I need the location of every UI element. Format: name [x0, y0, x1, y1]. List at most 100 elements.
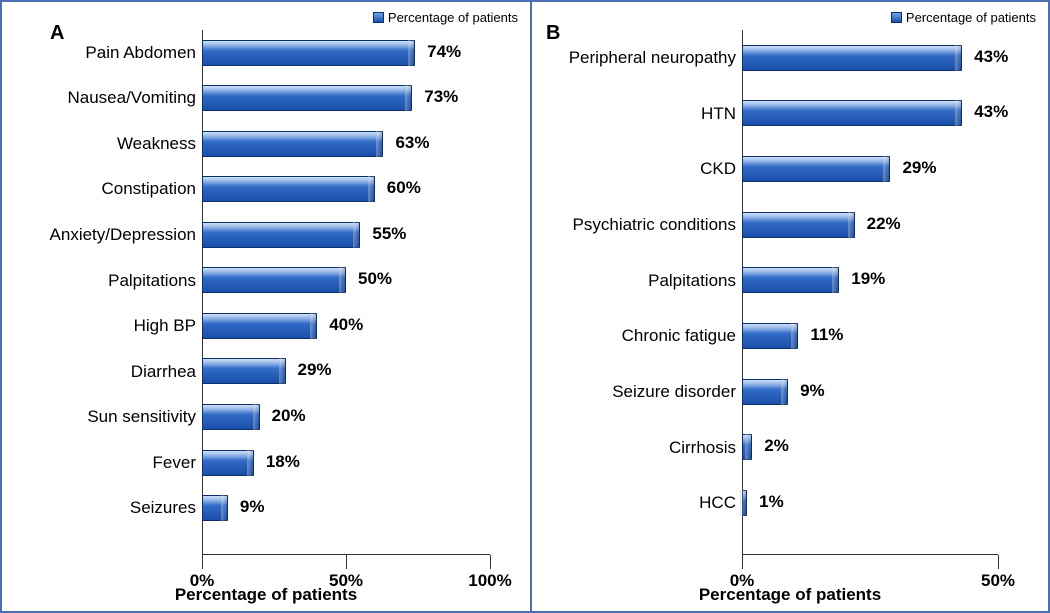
bar-row: Peripheral neuropathy43%	[742, 40, 998, 76]
legend-text: Percentage of patients	[388, 10, 518, 25]
bar-track: 74%	[202, 40, 490, 66]
bar-track: 55%	[202, 222, 490, 248]
value-label: 55%	[372, 224, 406, 244]
category-label: Constipation	[101, 180, 196, 198]
bar-track: 60%	[202, 176, 490, 202]
panel-b-x-label: Percentage of patients	[532, 585, 1048, 605]
bar-track: 20%	[202, 404, 490, 430]
bar-row: Chronic fatigue11%	[742, 318, 998, 354]
legend-swatch-icon	[373, 12, 384, 23]
bar	[202, 85, 412, 111]
bar	[742, 45, 962, 71]
bar-row: Seizure disorder9%	[742, 374, 998, 410]
bar	[202, 222, 360, 248]
value-label: 73%	[424, 87, 458, 107]
value-label: 50%	[358, 269, 392, 289]
bar-track: 9%	[202, 495, 490, 521]
panel-a-label: A	[50, 22, 64, 45]
bar	[742, 323, 798, 349]
bar-track: 43%	[742, 45, 998, 71]
bar-row: Sun sensitivity20%	[202, 399, 490, 435]
category-label: Nausea/Vomiting	[67, 89, 196, 107]
bar	[202, 313, 317, 339]
bar-track: 63%	[202, 131, 490, 157]
bar	[202, 267, 346, 293]
bar-row: Palpitations19%	[742, 262, 998, 298]
bar-row: Fever18%	[202, 445, 490, 481]
bar	[742, 434, 752, 460]
bar-row: CKD29%	[742, 151, 998, 187]
bar-row: Pain Abdomen74%	[202, 35, 490, 71]
category-label: Cirrhosis	[669, 439, 736, 457]
category-label: Psychiatric conditions	[573, 216, 736, 234]
bar-row: Cirrhosis2%	[742, 429, 998, 465]
category-label: HCC	[699, 494, 736, 512]
value-label: 63%	[395, 133, 429, 153]
bar	[202, 176, 375, 202]
category-label: Palpitations	[108, 272, 196, 290]
bar-track: 18%	[202, 450, 490, 476]
bar	[202, 404, 260, 430]
panel-a-chart-area: Pain Abdomen74%Nausea/Vomiting73%Weaknes…	[202, 30, 490, 531]
bar-row: Palpitations50%	[202, 262, 490, 298]
value-label: 40%	[329, 315, 363, 335]
category-label: Seizures	[130, 499, 196, 517]
value-label: 11%	[810, 325, 843, 345]
axis-tick	[742, 555, 743, 569]
category-label: Fever	[153, 454, 196, 472]
category-label: Anxiety/Depression	[50, 226, 196, 244]
bar-track: 40%	[202, 313, 490, 339]
bar	[742, 267, 839, 293]
bar-track: 43%	[742, 100, 998, 126]
panel-a-x-axis: 0%50%100%	[202, 554, 490, 555]
bar-track: 11%	[742, 323, 998, 349]
category-label: Pain Abdomen	[85, 44, 196, 62]
bar	[742, 100, 962, 126]
legend-text: Percentage of patients	[906, 10, 1036, 25]
value-label: 29%	[902, 158, 936, 178]
value-label: 20%	[272, 406, 306, 426]
value-label: 74%	[427, 42, 461, 62]
axis-tick	[998, 555, 999, 569]
panel-b-chart-area: Peripheral neuropathy43%HTN43%CKD29%Psyc…	[742, 30, 998, 531]
bar-row: Diarrhea29%	[202, 353, 490, 389]
value-label: 19%	[851, 269, 885, 289]
value-label: 43%	[974, 47, 1008, 67]
category-label: Chronic fatigue	[622, 327, 736, 345]
value-label: 60%	[387, 178, 421, 198]
category-label: Seizure disorder	[612, 383, 736, 401]
bar-track: 2%	[742, 434, 998, 460]
value-label: 9%	[240, 497, 265, 517]
category-label: Peripheral neuropathy	[569, 49, 736, 67]
category-label: Weakness	[117, 135, 196, 153]
category-label: High BP	[134, 317, 196, 335]
bar-row: Weakness63%	[202, 126, 490, 162]
value-label: 9%	[800, 381, 825, 401]
bar	[742, 156, 890, 182]
bar-row: Anxiety/Depression55%	[202, 217, 490, 253]
bar-row: HCC1%	[742, 485, 998, 521]
value-label: 29%	[298, 360, 332, 380]
value-label: 1%	[759, 492, 784, 512]
axis-tick	[202, 555, 203, 569]
bar-track: 73%	[202, 85, 490, 111]
value-label: 2%	[764, 436, 789, 456]
bar-track: 29%	[742, 156, 998, 182]
bar-track: 1%	[742, 490, 998, 516]
bar-track: 22%	[742, 212, 998, 238]
panel-b-legend: Percentage of patients	[891, 10, 1036, 25]
axis-tick	[346, 555, 347, 569]
value-label: 43%	[974, 102, 1008, 122]
bar	[202, 358, 286, 384]
panel-b: B Percentage of patients Peripheral neur…	[532, 2, 1048, 611]
category-label: CKD	[700, 160, 736, 178]
category-label: Sun sensitivity	[87, 408, 196, 426]
bar-track: 29%	[202, 358, 490, 384]
category-label: HTN	[701, 105, 736, 123]
value-label: 18%	[266, 452, 300, 472]
bar	[202, 131, 383, 157]
bar	[202, 495, 228, 521]
axis-tick	[490, 555, 491, 569]
bar	[742, 490, 747, 516]
bar-row: HTN43%	[742, 95, 998, 131]
